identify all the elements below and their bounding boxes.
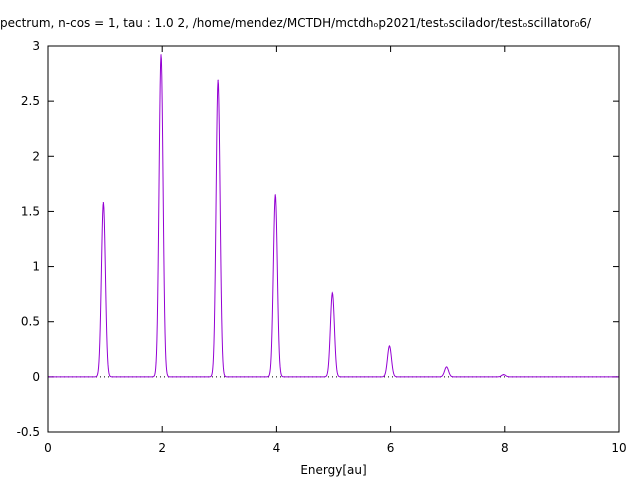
- x-tick-label: 10: [611, 441, 626, 455]
- y-tick-label: 2.5: [21, 94, 40, 108]
- spectrum-series-line: [48, 55, 619, 378]
- spectrum-peak-point: [217, 79, 219, 81]
- x-axis-ticks: 0 2 4 6 8 10: [44, 46, 627, 455]
- x-tick-label: 8: [501, 441, 509, 455]
- x-tick-label: 6: [387, 441, 395, 455]
- x-tick-label: 0: [44, 441, 52, 455]
- spectrum-peak-point: [274, 194, 276, 196]
- y-tick-label: 2: [32, 149, 40, 163]
- y-axis-ticks: -0.5 0 0.5 1 1.5 2 2.5 3: [17, 39, 619, 439]
- spectrum-peak-point: [503, 374, 505, 376]
- spectrum-peak-point: [331, 292, 333, 294]
- y-tick-label: 1.5: [21, 204, 40, 218]
- y-tick-label: 0: [32, 370, 40, 384]
- spectrum-peak-point: [445, 366, 448, 368]
- spectrum-peak-point: [102, 202, 104, 204]
- y-tick-label: -0.5: [17, 425, 40, 439]
- y-tick-label: 3: [32, 39, 40, 53]
- y-tick-label: 1: [32, 260, 40, 274]
- spectrum-peak-point: [388, 345, 391, 347]
- y-tick-label: 0.5: [21, 315, 40, 329]
- series-group: [48, 54, 619, 378]
- spectrum-peak-point: [160, 54, 162, 56]
- plot-frame: [47, 45, 620, 433]
- x-tick-label: 2: [158, 441, 166, 455]
- chart-title: pectrum, n-cos = 1, tau : 1.0 2, /home/m…: [0, 16, 592, 30]
- x-tick-label: 4: [273, 441, 281, 455]
- x-axis-label: Energy[au]: [300, 463, 366, 477]
